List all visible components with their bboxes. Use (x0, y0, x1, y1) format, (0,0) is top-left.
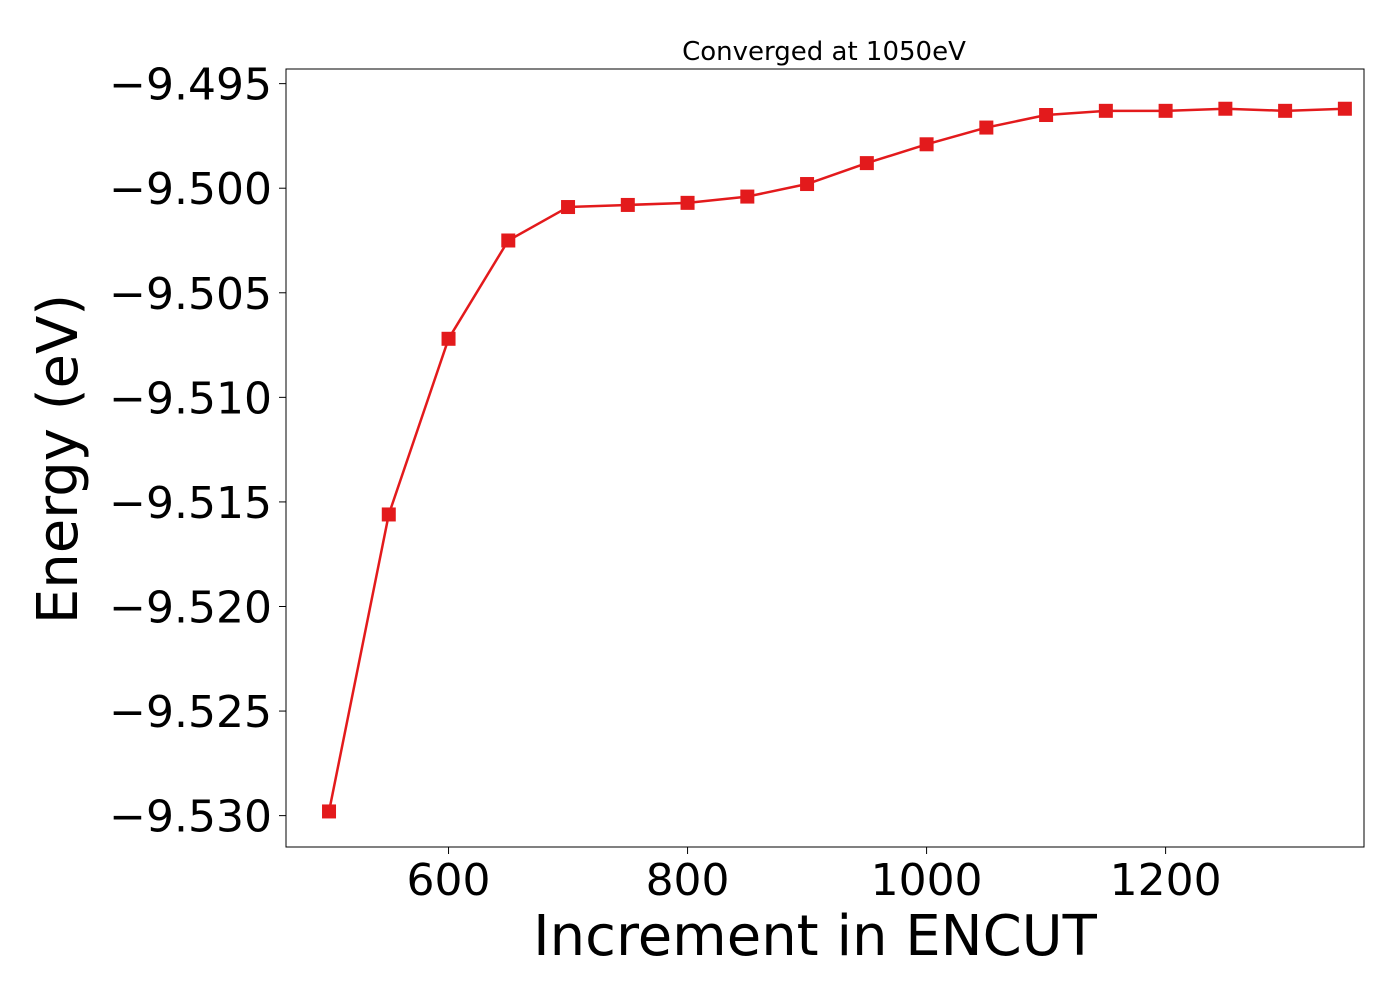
y-axis-label: Energy (eV) (26, 294, 91, 624)
data-point-marker (620, 197, 635, 212)
chart-title: Converged at 1050eV (682, 37, 966, 67)
data-point-marker (1158, 103, 1173, 118)
x-tick-label: 1200 (1110, 855, 1222, 906)
y-tick-label: −9.515 (109, 478, 272, 529)
y-tick-label: −9.525 (109, 687, 272, 738)
data-point-marker (381, 507, 396, 522)
data-point-marker (979, 120, 994, 135)
y-tick-label: −9.530 (109, 792, 272, 843)
data-point-marker (1337, 101, 1352, 116)
x-tick-label: 1000 (871, 855, 983, 906)
plot-frame (285, 68, 1365, 848)
data-point-marker (680, 195, 695, 210)
x-tick-label: 800 (646, 855, 730, 906)
data-point-marker (740, 189, 755, 204)
data-point-marker (1218, 101, 1233, 116)
data-point-marker (441, 331, 456, 346)
x-axis-ticks: 600 800 1000 1200 (407, 847, 1222, 906)
data-point-marker (561, 200, 576, 215)
y-tick-label: −9.510 (109, 373, 272, 424)
series-layer (322, 101, 1352, 819)
data-point-marker (1039, 108, 1054, 123)
x-axis-label: Increment in ENCUT (533, 904, 1098, 969)
y-tick-label: −9.505 (109, 269, 272, 320)
data-point-marker (1278, 103, 1293, 118)
data-point-marker (501, 233, 516, 248)
data-point-marker (800, 177, 815, 192)
y-tick-label: −9.500 (109, 164, 272, 215)
data-point-marker (919, 137, 934, 152)
data-point-marker (859, 156, 874, 171)
data-point-marker (322, 804, 337, 819)
y-tick-label: −9.495 (109, 60, 272, 111)
y-axis-ticks: −9.495 −9.500 −9.505 −9.510 −9.515 −9.520 −9.5… (109, 60, 286, 843)
y-tick-label: −9.520 (109, 582, 272, 633)
data-point-marker (1098, 103, 1113, 118)
series-line (327, 107, 1345, 812)
x-tick-label: 600 (407, 855, 491, 906)
